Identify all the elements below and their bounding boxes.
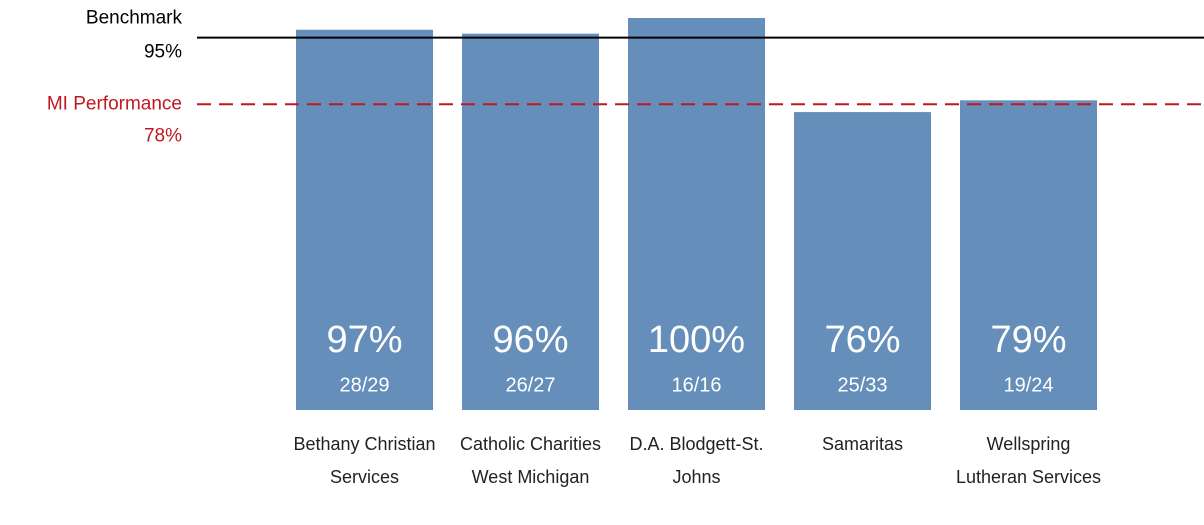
bar <box>462 33 599 411</box>
bar-count-label: 19/24 <box>1003 374 1053 396</box>
reference-label: Benchmark <box>86 8 183 29</box>
reference-label: MI Performance <box>47 93 182 114</box>
x-tick-label: Wellspring Lutheran Services <box>955 434 1102 487</box>
bar <box>960 100 1097 410</box>
x-tick-label: D.A. Blodgett-St. Johns <box>629 434 764 487</box>
x-tick-label: Bethany Christian Services <box>293 434 436 487</box>
bar <box>628 18 765 410</box>
bar <box>794 112 931 410</box>
bar-count-label: 26/27 <box>505 374 555 396</box>
bar <box>296 29 433 410</box>
bar-count-label: 16/16 <box>671 374 721 396</box>
bar-value-label: 100% <box>648 319 745 361</box>
bar-value-label: 96% <box>492 319 568 361</box>
bar-value-label: 97% <box>326 319 402 361</box>
bar-count-label: 25/33 <box>837 374 887 396</box>
bar-count-label: 28/29 <box>339 374 389 396</box>
bar-value-label: 79% <box>990 319 1066 361</box>
x-tick-label: Catholic Charities West Michigan <box>459 434 602 487</box>
bar-value-label: 76% <box>824 319 900 361</box>
reference-value-label: 95% <box>144 42 182 63</box>
x-tick-label: Samaritas <box>821 434 904 454</box>
reference-value-label: 78% <box>144 125 182 146</box>
